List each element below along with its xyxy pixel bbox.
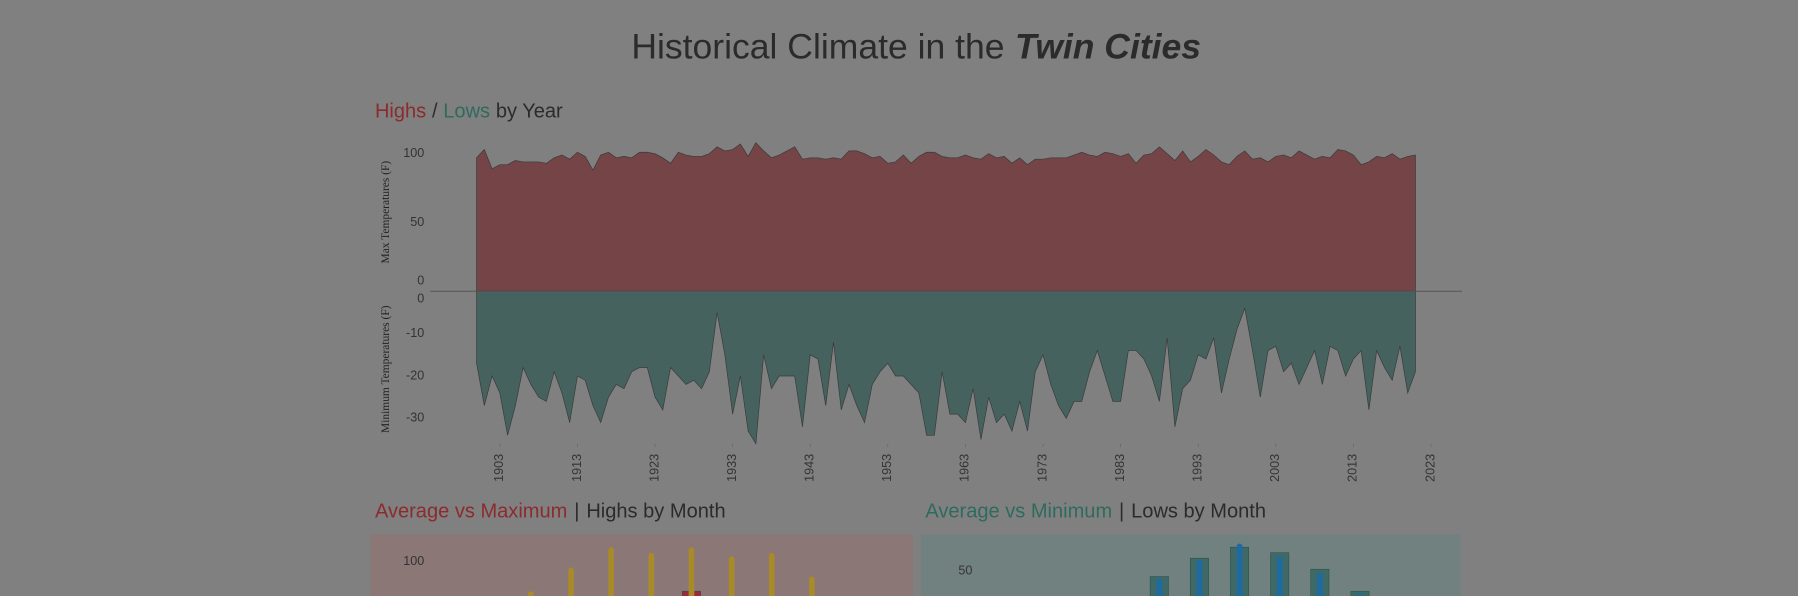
y-tick-label: 0: [417, 292, 424, 306]
heading-part: Lows by Month: [1131, 501, 1266, 523]
x-tick-label: 1993: [1191, 454, 1205, 482]
x-tick-label: 1913: [570, 454, 584, 482]
dot-strip: [728, 556, 735, 596]
y-tick-label: 50: [410, 215, 424, 229]
heading-part: Highs by Month: [586, 501, 725, 523]
dot-strip: [528, 591, 534, 596]
x-tick-label: 2013: [1346, 454, 1360, 482]
x-tick-label: 1933: [725, 454, 739, 482]
dot-strip: [1196, 560, 1203, 596]
y-tick-label: 0: [417, 273, 424, 287]
title-text: Historical Climate in the: [631, 27, 1004, 67]
area: [476, 290, 1416, 445]
y-tick-label: -20: [406, 368, 424, 382]
heading-part: |: [1119, 501, 1124, 523]
heading-part: by Year: [496, 101, 563, 123]
section-heading: Highs / Lows by Year: [375, 101, 563, 123]
x-tick-label: 2003: [1268, 454, 1282, 482]
dashboard-title: Historical Climate in the Twin Cities: [631, 27, 1201, 67]
dot-strip: [1276, 556, 1283, 596]
y-axis-title: Max Temperatures (F): [380, 161, 392, 264]
x-tick-label: 1943: [803, 454, 817, 482]
section-heading: Average vs Minimum | Lows by Month: [925, 501, 1266, 523]
panel-background: [370, 534, 913, 596]
x-tick-label: 2023: [1423, 454, 1437, 482]
y-tick-label: -30: [406, 411, 424, 425]
heading-part: |: [574, 501, 579, 523]
dot-strip: [608, 547, 615, 596]
dot-strip: [568, 567, 574, 596]
dot-strip: [1357, 593, 1363, 596]
dot-strip: [688, 547, 695, 596]
scaled-layout: Historical Climate in the Twin Cities Hig…: [370, 27, 1463, 596]
area: [476, 142, 1416, 292]
dot-strip: [648, 552, 655, 596]
heading-part: Average vs Maximum: [375, 501, 567, 523]
x-tick-label: 1973: [1035, 454, 1049, 482]
section-heading: Average vs Maximum | Highs by Month: [375, 501, 726, 523]
plot-area: [528, 547, 815, 596]
dot-strip: [1156, 578, 1163, 596]
y-tick-label: 50: [958, 563, 972, 577]
dot-strip: [808, 576, 815, 596]
y-tick-label: 100: [403, 554, 424, 568]
x-tick-label: 1923: [647, 454, 661, 482]
heading-part: Average vs Minimum: [925, 501, 1112, 523]
x-tick-label: 1953: [880, 454, 894, 482]
x-tick-label: 1903: [492, 454, 506, 482]
y-tick-label: 100: [403, 146, 424, 160]
x-tick-label: 1963: [958, 454, 972, 482]
dot-strip: [1316, 572, 1323, 596]
heading-part: Highs: [375, 101, 426, 123]
y-tick-label: -10: [406, 326, 424, 340]
heading-part: Lows: [443, 101, 490, 123]
plot-area: [1149, 543, 1370, 596]
heading-part: /: [432, 101, 438, 123]
y-axis-title: Minimum Temperatures (F): [380, 305, 392, 433]
dot-strip: [768, 552, 775, 596]
x-tick-label: 1983: [1113, 454, 1127, 482]
dot-strip: [1236, 543, 1243, 596]
title-emphasis: Twin Cities: [1015, 27, 1201, 67]
